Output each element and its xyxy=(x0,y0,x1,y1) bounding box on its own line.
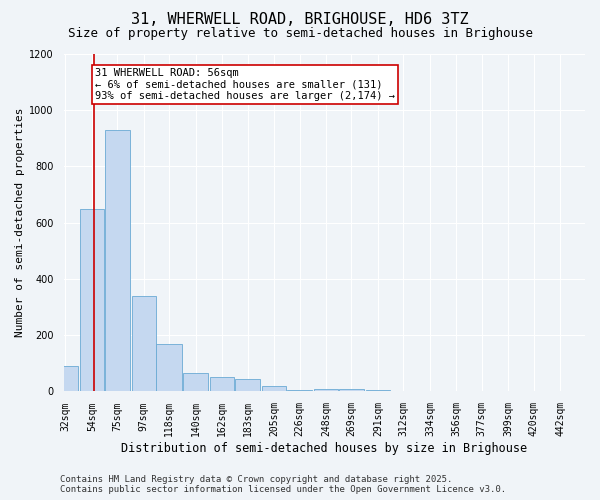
Bar xyxy=(210,378,235,392)
Bar xyxy=(183,373,208,392)
Bar xyxy=(314,388,338,392)
Bar xyxy=(287,390,312,392)
Bar xyxy=(262,386,286,392)
Bar xyxy=(104,130,130,392)
Bar xyxy=(157,344,182,392)
Bar xyxy=(53,366,78,392)
Bar xyxy=(339,388,364,392)
Text: 31, WHERWELL ROAD, BRIGHOUSE, HD6 3TZ: 31, WHERWELL ROAD, BRIGHOUSE, HD6 3TZ xyxy=(131,12,469,28)
Bar xyxy=(132,296,156,392)
Bar xyxy=(80,208,104,392)
Bar xyxy=(235,379,260,392)
X-axis label: Distribution of semi-detached houses by size in Brighouse: Distribution of semi-detached houses by … xyxy=(121,442,527,455)
Y-axis label: Number of semi-detached properties: Number of semi-detached properties xyxy=(15,108,25,338)
Bar xyxy=(366,390,390,392)
Text: Contains HM Land Registry data © Crown copyright and database right 2025.
Contai: Contains HM Land Registry data © Crown c… xyxy=(60,474,506,494)
Text: Size of property relative to semi-detached houses in Brighouse: Size of property relative to semi-detach… xyxy=(67,28,533,40)
Text: 31 WHERWELL ROAD: 56sqm
← 6% of semi-detached houses are smaller (131)
93% of se: 31 WHERWELL ROAD: 56sqm ← 6% of semi-det… xyxy=(95,68,395,102)
